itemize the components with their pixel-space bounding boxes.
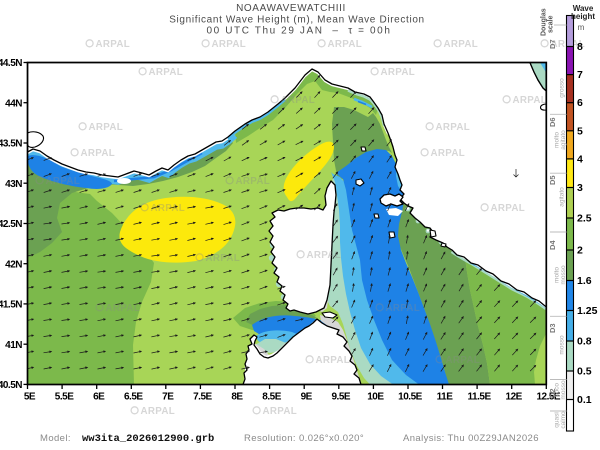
svg-text:9.5E: 9.5E	[332, 392, 351, 403]
svg-text:ARPAL: ARPAL	[89, 122, 124, 133]
svg-text:43.5N: 43.5N	[0, 139, 22, 150]
svg-text:7: 7	[577, 69, 583, 81]
svg-text:ARPAL: ARPAL	[141, 406, 176, 417]
svg-text:ARPAL: ARPAL	[106, 303, 141, 314]
svg-text:7.5E: 7.5E	[193, 392, 212, 403]
svg-text:1.6: 1.6	[577, 275, 592, 287]
svg-text:42.5N: 42.5N	[0, 219, 22, 230]
svg-text:44N: 44N	[5, 98, 22, 109]
svg-text:8: 8	[577, 41, 583, 53]
svg-text:molto: molto	[554, 132, 561, 148]
svg-text:5E: 5E	[24, 392, 36, 403]
svg-text:D6: D6	[548, 117, 557, 127]
svg-text:Douglas: Douglas	[541, 8, 548, 36]
svg-text:1.25: 1.25	[577, 305, 598, 317]
svg-text:43N: 43N	[5, 179, 22, 190]
svg-text:6E: 6E	[93, 392, 105, 403]
svg-text:ARPAL: ARPAL	[212, 39, 247, 50]
svg-text:12.5E: 12.5E	[536, 392, 560, 403]
svg-text:ARPAL: ARPAL	[328, 39, 363, 50]
svg-text:12E: 12E	[506, 392, 523, 403]
svg-text:ARPAL: ARPAL	[316, 355, 351, 366]
svg-text:0.8: 0.8	[577, 336, 592, 348]
svg-text:ARPAL: ARPAL	[206, 253, 241, 264]
svg-text:mosso: mosso	[560, 380, 567, 400]
svg-text:ARPAL: ARPAL	[431, 148, 466, 159]
svg-text:11E: 11E	[437, 392, 454, 403]
svg-text:height: height	[571, 12, 595, 21]
svg-text:6.5E: 6.5E	[124, 392, 143, 403]
svg-text:42N: 42N	[5, 259, 22, 270]
svg-text:2.5: 2.5	[577, 213, 592, 225]
svg-text:ARPAL: ARPAL	[513, 95, 548, 106]
svg-text:agitato: agitato	[560, 130, 567, 150]
svg-text:scale: scale	[548, 15, 555, 33]
svg-text:40.5N: 40.5N	[0, 380, 22, 391]
svg-text:molto: molto	[554, 267, 561, 283]
svg-text:quasi: quasi	[554, 412, 561, 428]
svg-text:ARPAL: ARPAL	[386, 303, 421, 314]
svg-text:Resolution: 0.026°x0.020°: Resolution: 0.026°x0.020°	[244, 433, 364, 444]
svg-text:41.5N: 41.5N	[0, 300, 22, 311]
svg-text:D5: D5	[548, 175, 557, 185]
svg-text:11.5E: 11.5E	[468, 392, 492, 403]
svg-text:8E: 8E	[231, 392, 243, 403]
svg-text:Analysis: Thu 00Z29JAN2026: Analysis: Thu 00Z29JAN2026	[403, 433, 539, 444]
svg-text:mosso: mosso	[560, 265, 567, 285]
svg-text:calmo: calmo	[560, 411, 567, 429]
svg-text:3: 3	[577, 182, 583, 194]
svg-text:ARPAL: ARPAL	[236, 176, 271, 187]
svg-text:Wave: Wave	[573, 4, 594, 13]
svg-text:44.5N: 44.5N	[0, 58, 22, 69]
svg-text:ARPAL: ARPAL	[96, 39, 131, 50]
svg-text:ARPAL: ARPAL	[444, 39, 479, 50]
svg-text:0.1: 0.1	[577, 394, 592, 406]
svg-text:10E: 10E	[367, 392, 384, 403]
svg-text:grosso: grosso	[559, 78, 566, 98]
svg-text:D7: D7	[548, 39, 557, 49]
svg-text:Significant Wave Height (m), M: Significant Wave Height (m), Mean Wave D…	[169, 15, 425, 26]
svg-text:D2: D2	[548, 388, 557, 398]
svg-text:00 UTC Thu 29 JAN – τ = 00h: 00 UTC Thu 29 JAN – τ = 00h	[207, 26, 392, 37]
svg-text:Model:: Model:	[40, 433, 71, 444]
svg-text:0.5: 0.5	[577, 366, 592, 378]
svg-text:ARPAL: ARPAL	[46, 176, 81, 187]
svg-text:D4: D4	[548, 240, 557, 250]
svg-text:ARPAL: ARPAL	[281, 95, 316, 106]
svg-text:5: 5	[577, 125, 583, 137]
svg-text:m: m	[578, 23, 585, 32]
svg-text:ARPAL: ARPAL	[491, 203, 526, 214]
svg-text:9E: 9E	[301, 392, 313, 403]
svg-text:poco: poco	[554, 383, 561, 397]
svg-text:mosso: mosso	[559, 335, 566, 355]
svg-text:2: 2	[577, 245, 583, 257]
svg-text:7E: 7E	[162, 392, 174, 403]
svg-text:4: 4	[577, 153, 583, 165]
svg-text:D3: D3	[548, 323, 557, 333]
svg-text:ARPAL: ARPAL	[307, 250, 342, 261]
svg-text:6: 6	[577, 97, 583, 109]
svg-text:ww3ita_2026012900.grb: ww3ita_2026012900.grb	[82, 433, 214, 445]
svg-text:8.5E: 8.5E	[262, 392, 281, 403]
svg-text:5.5E: 5.5E	[55, 392, 74, 403]
svg-text:ARPAL: ARPAL	[151, 203, 186, 214]
svg-text:ARPAL: ARPAL	[149, 67, 184, 78]
svg-text:ARPAL: ARPAL	[381, 67, 416, 78]
svg-text:41N: 41N	[5, 340, 22, 351]
svg-text:agitato: agitato	[559, 187, 566, 207]
svg-text:ARPAL: ARPAL	[446, 355, 481, 366]
svg-text:ARPAL: ARPAL	[263, 406, 298, 417]
svg-text:10.5E: 10.5E	[398, 392, 422, 403]
svg-text:NOAAWAVEWATCHIII: NOAAWAVEWATCHIII	[236, 3, 346, 14]
svg-text:ARPAL: ARPAL	[436, 122, 471, 133]
svg-text:ARPAL: ARPAL	[81, 148, 116, 159]
